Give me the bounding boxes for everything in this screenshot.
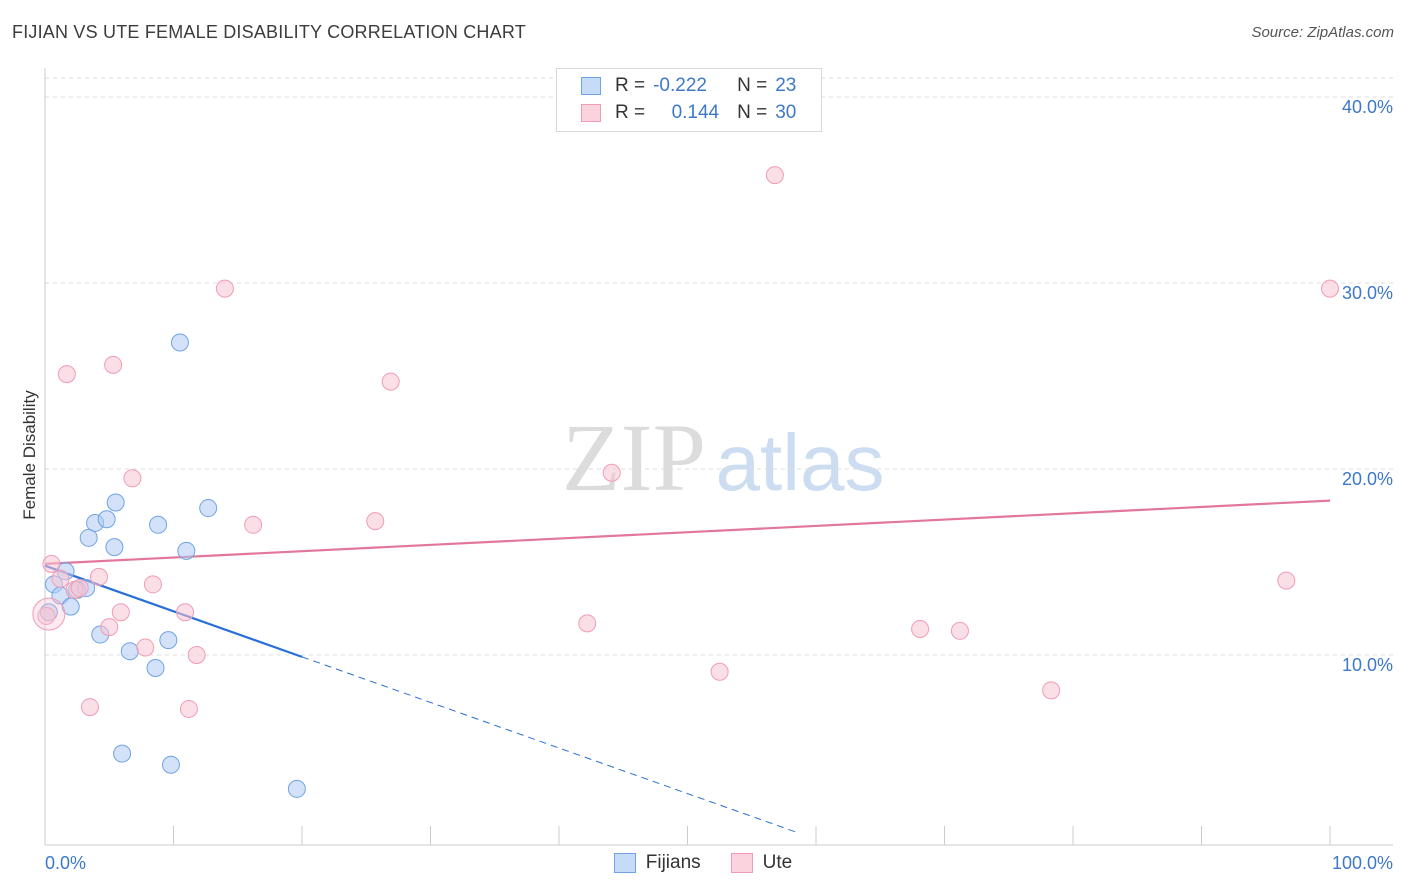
point-ute-26: [950, 621, 969, 640]
point-ute-large: [32, 597, 66, 631]
point-ute-16: [187, 646, 206, 664]
watermark-zip: ZIP: [562, 404, 706, 511]
point-fijians-11: [105, 538, 124, 557]
y-tick-label-20: 20.0%: [1342, 469, 1393, 489]
legend-row-fijians: R = -0.222 N = 23: [557, 73, 796, 99]
point-ute-8: [100, 618, 119, 637]
point-ute-5: [70, 579, 89, 598]
axes: [44, 68, 1393, 846]
legend-item-fijians: Fijians: [613, 852, 701, 874]
point-ute-11: [123, 469, 142, 488]
point-ute-15: [179, 699, 198, 718]
ute-swatch: [581, 104, 601, 122]
point-fijians-17: [159, 631, 178, 650]
point-fijians-15: [146, 659, 165, 678]
n-value-ute: 30: [775, 102, 797, 123]
point-ute-29: [1321, 279, 1339, 298]
fijians-legend-swatch: [613, 853, 636, 873]
point-fijians-21: [199, 499, 218, 518]
point-ute-28: [1277, 571, 1296, 590]
point-fijians-19: [170, 333, 189, 352]
point-ute-3: [57, 365, 76, 384]
point-fijians-18: [161, 755, 180, 774]
ute-legend-label: Ute: [762, 852, 793, 873]
trend-lines: [44, 499, 1331, 833]
legend-item-ute: Ute: [730, 852, 793, 874]
point-ute-9: [104, 355, 123, 374]
point-ute-7: [89, 567, 108, 586]
tick-labels: 10.0% 20.0% 30.0% 40.0% 0.0% 100.0%: [45, 97, 1393, 873]
point-ute-13: [143, 575, 162, 594]
point-ute-25: [911, 619, 930, 638]
x-tick-label-min: 0.0%: [45, 853, 86, 873]
point-fijians-20: [177, 541, 196, 560]
watermark-atlas: atlas: [716, 418, 885, 507]
fijians-swatch: [581, 77, 601, 95]
point-fijians-12: [106, 493, 125, 512]
source-label: Source: ZipAtlas.com: [1251, 24, 1394, 41]
point-fijians-22: [287, 779, 306, 798]
point-fijians-16: [149, 515, 168, 534]
point-ute-27: [1042, 681, 1061, 700]
n-value-fijians: 23: [775, 75, 797, 96]
fijians-legend-label: Fijians: [645, 852, 701, 873]
point-fijians-13: [113, 744, 132, 763]
point-ute-22: [602, 463, 621, 482]
y-tick-label-40: 40.0%: [1342, 97, 1393, 117]
ute-legend-swatch: [730, 853, 753, 873]
point-fijians-10: [97, 510, 116, 529]
point-ute-23: [710, 662, 729, 681]
point-ute-20: [381, 372, 400, 391]
point-ute-24: [765, 166, 784, 185]
point-ute-14: [176, 603, 195, 622]
data-points: [32, 166, 1339, 798]
point-fijians-7: [79, 528, 98, 547]
n-label: N =: [737, 75, 768, 96]
r-value-ute: 0.144: [671, 102, 720, 123]
point-ute-2: [51, 569, 70, 588]
correlation-legend: R = -0.222 N = 23 R = 0.144 N = 30: [556, 68, 822, 132]
point-ute-12: [136, 638, 155, 657]
legend-row-ute: R = 0.144 N = 30: [557, 100, 796, 126]
x-tick-label-max: 100.0%: [1332, 853, 1393, 873]
point-ute-21: [578, 614, 597, 633]
n-label: N =: [737, 102, 768, 123]
point-fijians-14: [120, 642, 139, 661]
trend-line-ute: [44, 499, 1331, 565]
point-ute-1: [42, 554, 61, 573]
r-label: R =: [615, 75, 646, 96]
point-ute-6: [80, 698, 99, 717]
point-ute-19: [366, 512, 385, 531]
chart-title: FIJIAN VS UTE FEMALE DISABILITY CORRELAT…: [12, 22, 526, 42]
point-ute-18: [244, 515, 263, 534]
point-ute-0: [37, 606, 56, 625]
point-ute-17: [215, 279, 234, 298]
gridlines: [45, 77, 1393, 656]
point-ute-10: [111, 603, 130, 622]
trend-extension-fijians: [301, 656, 797, 833]
series-legend: Fijians Ute: [0, 852, 1406, 874]
watermark: ZIP atlas: [562, 404, 884, 511]
y-tick-label-10: 10.0%: [1342, 655, 1393, 675]
y-tick-label-30: 30.0%: [1342, 283, 1393, 303]
r-value-fijians: -0.222: [653, 75, 707, 96]
point-fijians-4: [61, 597, 80, 616]
r-label: R =: [615, 102, 646, 123]
